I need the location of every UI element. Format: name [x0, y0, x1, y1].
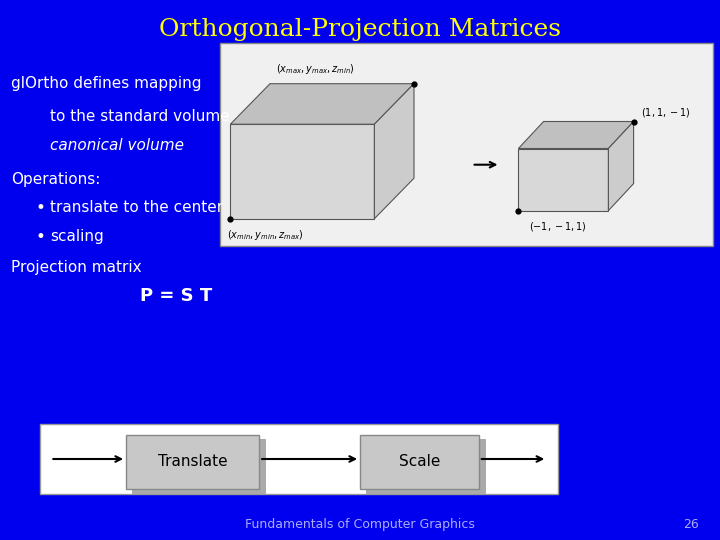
Text: Fundamentals of Computer Graphics: Fundamentals of Computer Graphics [245, 518, 475, 531]
FancyBboxPatch shape [132, 439, 265, 493]
Polygon shape [230, 124, 374, 219]
FancyBboxPatch shape [360, 435, 479, 489]
Text: canonical volume: canonical volume [50, 138, 184, 153]
Text: scaling: scaling [50, 229, 104, 244]
Text: •: • [36, 227, 46, 246]
Text: Translate: Translate [158, 454, 228, 469]
Text: glOrtho defines mapping: glOrtho defines mapping [11, 76, 202, 91]
Text: to the standard volume -: to the standard volume - [50, 109, 240, 124]
FancyBboxPatch shape [40, 424, 558, 494]
Text: P = S T: P = S T [140, 287, 212, 305]
Polygon shape [518, 122, 634, 148]
Text: Orthogonal-Projection Matrices: Orthogonal-Projection Matrices [159, 18, 561, 41]
Text: translate to the center: translate to the center [50, 200, 223, 215]
FancyBboxPatch shape [126, 435, 259, 489]
Text: Scale: Scale [399, 454, 440, 469]
Text: •: • [36, 199, 46, 217]
Text: Operations:: Operations: [11, 172, 100, 187]
FancyBboxPatch shape [220, 43, 713, 246]
Text: $(-1,-1,1)$: $(-1,-1,1)$ [529, 220, 587, 233]
Polygon shape [518, 148, 608, 211]
Text: $(x_{min},y_{min},z_{max})$: $(x_{min},y_{min},z_{max})$ [227, 228, 304, 242]
FancyBboxPatch shape [366, 439, 485, 493]
Text: $(x_{max},y_{max},z_{min})$: $(x_{max},y_{max},z_{min})$ [276, 62, 354, 76]
Text: Projection matrix: Projection matrix [11, 260, 141, 275]
Polygon shape [608, 122, 634, 211]
Polygon shape [374, 84, 414, 219]
Text: $(1,1,-1)$: $(1,1,-1)$ [641, 106, 690, 119]
Polygon shape [230, 84, 414, 124]
Text: 26: 26 [683, 518, 698, 531]
